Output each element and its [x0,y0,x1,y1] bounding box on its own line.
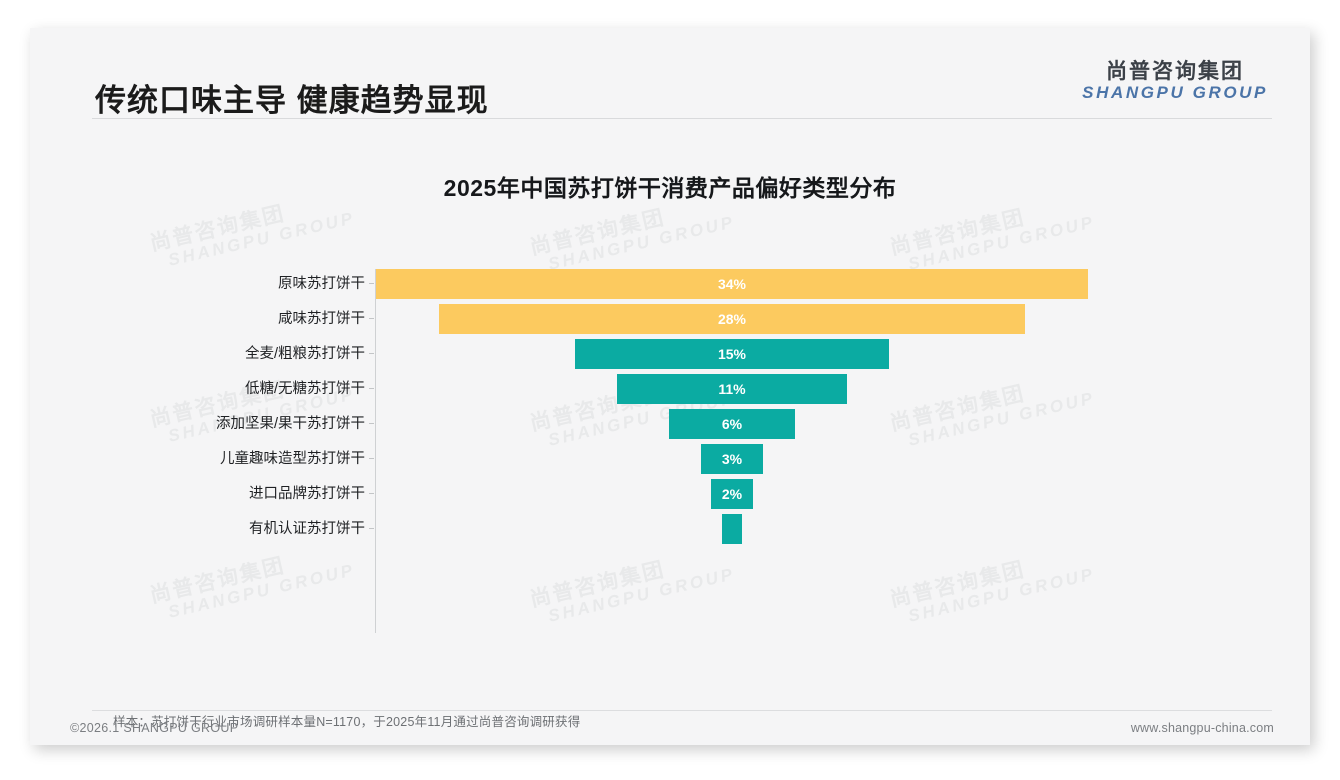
chart-row: 有机认证苏打饼干 [30,514,1310,544]
category-label: 进口品牌苏打饼干 [249,486,365,502]
slide-header: 传统口味主导 健康趋势显现 尚普咨询集团 SHANGPU GROUP [30,28,1310,120]
category-label: 有机认证苏打饼干 [249,521,365,537]
brand-name-en: SHANGPU GROUP [1082,82,1268,102]
chart-row: 全麦/粗粮苏打饼干 15% [30,339,1310,369]
copyright-text: ©2026.1 SHANGPU GROUP [70,721,239,735]
bar[interactable] [721,514,743,544]
chart-row: 添加坚果/果干苏打饼干 6% [30,409,1310,439]
bar-value-label: 11% [718,381,746,397]
chart-row: 儿童趣味造型苏打饼干 3% [30,444,1310,474]
category-label: 原味苏打饼干 [278,276,365,292]
category-label: 咸味苏打饼干 [278,311,365,327]
website-link[interactable]: www.shangpu-china.com [1130,721,1274,735]
chart-row: 进口品牌苏打饼干 2% [30,479,1310,509]
bar[interactable] [700,444,764,474]
header-divider [92,118,1272,119]
footnote-divider [92,710,1272,711]
bar-value-label: 15% [717,346,746,362]
chart-title: 2025年中国苏打饼干消费产品偏好类型分布 [443,175,897,201]
bar-value-label: 6% [721,416,743,432]
axis-tick [369,423,374,424]
slide-footer: ©2026.1 SHANGPU GROUP www.shangpu-china.… [30,721,1310,745]
axis-tick [369,458,374,459]
bar-value-label: 2% [721,486,743,502]
bar[interactable] [616,374,848,404]
category-label: 儿童趣味造型苏打饼干 [220,451,365,467]
footnote-text: 样本：苏打饼干行业市场调研样本量N=1170，于2025年11月通过尚普咨询调研… [113,715,581,729]
axis-tick [369,493,374,494]
bar[interactable] [711,479,753,509]
axis-tick [369,388,374,389]
page-title: 传统口味主导 健康趋势显现 [95,83,489,118]
axis-tick [369,353,374,354]
bar[interactable] [574,339,890,369]
bar[interactable] [669,409,795,439]
chart-row: 咸味苏打饼干 28% [30,304,1310,334]
brand-logo: 尚普咨询集团 SHANGPU GROUP [1082,60,1268,102]
bar[interactable] [376,269,1088,299]
category-label: 添加坚果/果干苏打饼干 [215,416,365,432]
bar-value-label: 34% [717,276,747,292]
bar-value-label: 28% [717,311,746,327]
y-axis-line [375,269,376,633]
axis-tick [369,318,374,319]
bar[interactable] [438,304,1026,334]
slide-card: 尚普咨询集团 SHANGPU GROUP 尚普咨询集团 SHANGPU GROU… [30,28,1310,745]
category-label: 低糖/无糖苏打饼干 [244,381,365,397]
chart-row: 原味苏打饼干 34% [30,269,1310,299]
axis-tick [369,283,374,284]
axis-tick [369,528,374,529]
funnel-bar-chart: 原味苏打饼干 34% 咸味苏打饼干 28% 全麦/粗粮苏打饼干 15% 低糖/无糖苏打饼干 1… [30,243,1310,633]
brand-name-cn: 尚普咨询集团 [1106,60,1245,83]
category-label: 全麦/粗粮苏打饼干 [244,346,365,362]
bar-value-label: 3% [721,451,743,467]
chart-row: 低糖/无糖苏打饼干 11% [30,374,1310,404]
